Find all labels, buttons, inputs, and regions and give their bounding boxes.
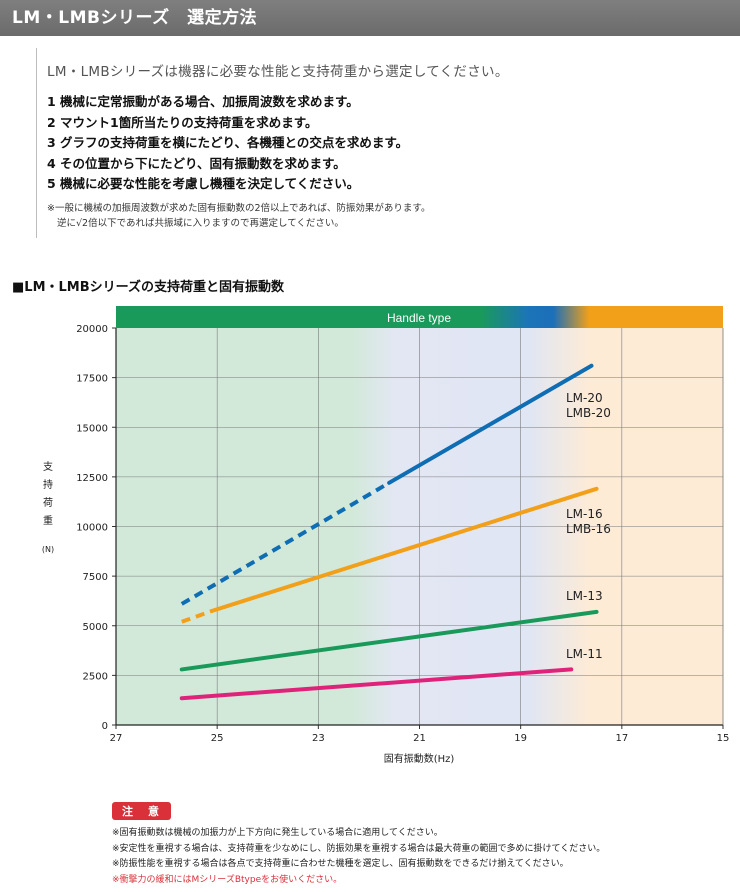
intro-block: LM・LMBシリーズは機器に必要な性能と支持荷重から選定してください。 1 機械…: [36, 48, 726, 238]
step-item: 2 マウント1箇所当たりの支持荷重を求めます。: [47, 114, 318, 130]
series-label-2: LMB-16: [566, 522, 611, 536]
series-label: LM-11: [566, 647, 603, 661]
step-item: 4 その位置から下にたどり、固有振動数を求めます。: [47, 155, 346, 171]
y-tick-label: 20000: [76, 324, 108, 335]
y-label-char: 持: [43, 478, 53, 491]
series-line-LM-11: [179, 667, 574, 701]
y-tick-label: 0: [102, 721, 108, 732]
y-label-char: 重: [43, 514, 53, 527]
caution-item-red: ※衝撃力の緩和にはMシリーズBtypeをお使いください。: [112, 874, 343, 885]
caution-label: 注 意: [112, 802, 171, 820]
series-label: LM-16: [566, 507, 603, 521]
caution-block: 注 意 ※固有振動数は機械の加振力が上下方向に発生している場合に適用してください…: [112, 800, 605, 888]
caution-list: ※固有振動数は機械の加振力が上下方向に発生している場合に適用してください。 ※安…: [112, 826, 605, 888]
y-tick-label: 17500: [76, 374, 108, 385]
step-list: 1 機械に定常振動がある場合、加振周波数を求めます。 2 マウント1箇所当たりの…: [47, 92, 726, 195]
series-dashed-LM-20: [180, 481, 391, 606]
caution-item: ※安定性を重視する場合は、支持荷重を少なめにし、防振効果を重視する場合は最大荷重…: [112, 843, 606, 854]
intro-note: ※一般に機械の加振周波数が求めた固有振動数の2倍以上であれば、防振効果があります…: [47, 201, 726, 231]
banner-label: Handle type: [387, 311, 451, 325]
series-label-2: LMB-20: [566, 406, 611, 420]
series-dashed-LM-16: [181, 608, 213, 624]
x-tick-label: 17: [615, 733, 628, 744]
series-line-LM-20: [387, 363, 594, 485]
axes: 27 25 23 21 19 17 15 0 2500 5000 7500 10000 12500 150…: [76, 324, 729, 744]
y-label-char: 支: [43, 461, 53, 473]
caution-item: ※固有振動数は機械の加振力が上下方向に発生している場合に適用してください。: [112, 828, 443, 838]
y-label-char: 荷: [43, 497, 53, 509]
step-item: 5 機械に必要な性能を考慮し機種を決定してください。: [47, 176, 360, 191]
chart-svg: Handle type 27 25 23 21 19 17 15 0 2500 5000 7500 1…: [42, 306, 729, 765]
y-tick-label: 2500: [83, 671, 108, 682]
x-tick-label: 19: [514, 733, 527, 744]
y-tick-label: 7500: [83, 572, 108, 583]
y-tick-label: 12500: [76, 473, 108, 484]
caution-item: ※防振性能を重視する場合は各点で支持荷重に合わせた機種を選定し、固有振動数をでき…: [112, 859, 569, 869]
y-tick-label: 10000: [76, 523, 108, 534]
y-tick-label: 5000: [83, 622, 108, 633]
series-label: LM-20: [566, 391, 603, 405]
series-label: LM-13: [566, 589, 603, 603]
series-line-LM-16: [210, 486, 599, 613]
series-group: [179, 363, 599, 701]
step-item: 3 グラフの支持荷重を横にたどり、各機種との交点を求めます。: [47, 135, 409, 150]
handle-type-banner: [116, 306, 723, 328]
x-axis-label: 固有振動数(Hz): [384, 752, 455, 765]
x-tick-label: 25: [211, 733, 224, 744]
series-line-LM-13: [179, 609, 599, 672]
chart-section-title: ■LM・LMBシリーズの支持荷重と固有振動数: [12, 280, 284, 295]
y-tick-label: 15000: [76, 423, 108, 434]
x-tick-label: 15: [717, 733, 730, 744]
x-tick-label: 23: [312, 733, 325, 744]
note-line-1: ※一般に機械の加振周波数が求めた固有振動数の2倍以上であれば、防振効果があります…: [47, 202, 431, 214]
x-tick-label: 27: [110, 733, 123, 744]
x-tick-label: 21: [413, 733, 426, 744]
intro-lead: LM・LMBシリーズは機器に必要な性能と支持荷重から選定してください。: [47, 64, 509, 80]
y-axis-unit: (N): [42, 545, 54, 554]
note-line-2: 逆に√2倍以下であれば共振域に入りますので再選定してください。: [57, 217, 344, 229]
page-title: LM・LMBシリーズ 選定方法: [0, 0, 740, 36]
step-item: 1 機械に定常振動がある場合、加振周波数を求めます。: [47, 94, 359, 109]
y-axis-label: 支持荷重: [43, 461, 53, 527]
